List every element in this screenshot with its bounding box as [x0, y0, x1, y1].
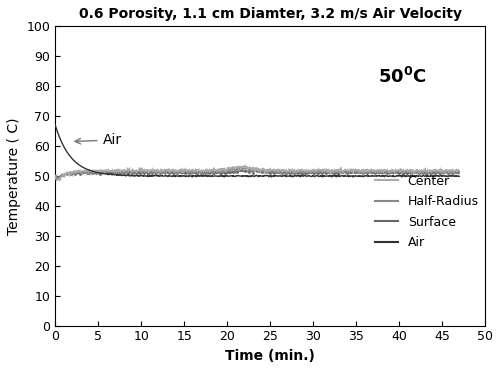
- Y-axis label: Temperature ( C): Temperature ( C): [7, 117, 21, 235]
- X-axis label: Time (min.): Time (min.): [225, 349, 315, 363]
- Legend: Center, Half-Radius, Surface, Air: Center, Half-Radius, Surface, Air: [375, 175, 479, 249]
- Text: $\mathbf{50^0C}$: $\mathbf{50^0C}$: [378, 67, 426, 87]
- Title: 0.6 Porosity, 1.1 cm Diamter, 3.2 m/s Air Velocity: 0.6 Porosity, 1.1 cm Diamter, 3.2 m/s Ai…: [78, 7, 462, 21]
- Text: Air: Air: [75, 133, 122, 147]
